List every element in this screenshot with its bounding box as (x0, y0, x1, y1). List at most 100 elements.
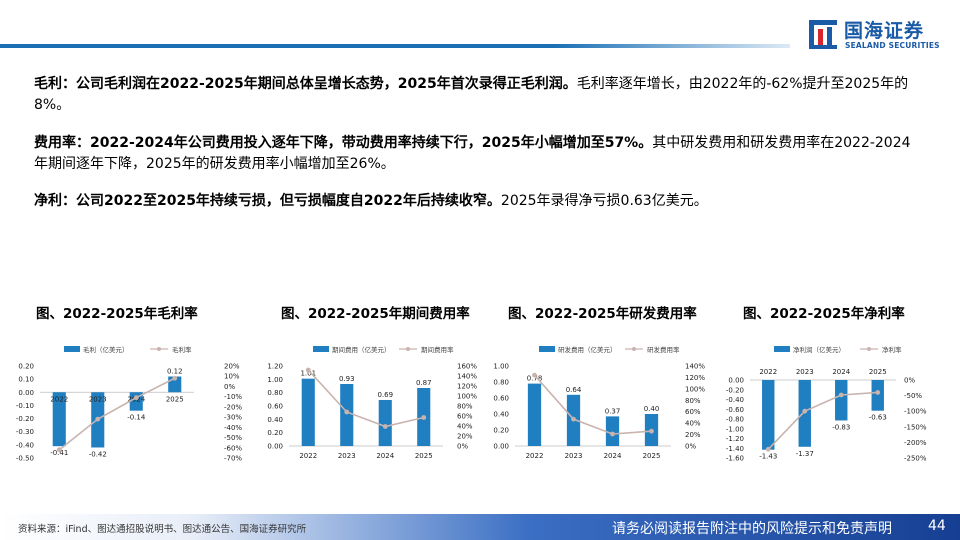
bar-data-label: 0.64 (566, 386, 582, 394)
ratio-line-point (172, 375, 178, 381)
ratio-line (533, 374, 652, 435)
legend-bar-label: 毛利（亿美元） (83, 345, 129, 354)
bar-data-label: 0.93 (339, 375, 355, 383)
x-axis-category-label: 2023 (338, 452, 356, 460)
left-axis-tick-label: -1.60 (726, 455, 744, 463)
bar (835, 380, 848, 421)
right-axis-tick-label: -100% (904, 408, 927, 416)
left-axis-tick-label: 0.00 (728, 377, 744, 385)
header-rule (0, 44, 790, 48)
x-axis-category-label: 2022 (50, 395, 68, 403)
bar-data-label: -1.37 (796, 450, 814, 458)
ratio-line-point (382, 424, 388, 429)
right-axis-tick-label: 100% (457, 393, 477, 401)
right-axis-tick-label: -10% (224, 393, 242, 401)
paragraph-gross-profit-lead: 毛利：公司毛利润在2022-2025年期间总体呈增长态势，2025年首次录得正毛… (34, 76, 577, 92)
left-axis-tick-label: -1.00 (726, 425, 744, 433)
bar-data-label: 0.78 (527, 375, 543, 383)
bar (527, 383, 542, 446)
left-axis-tick-label: 0.80 (493, 379, 509, 387)
left-axis-tick-label: 0.20 (18, 363, 34, 371)
right-axis-tick-label: 20% (224, 363, 240, 371)
bar (762, 380, 775, 450)
x-axis-category-label: 2025 (869, 368, 887, 376)
bar-data-label: -1.43 (759, 453, 777, 461)
paragraph-expense-ratio: 费用率：2022-2024年公司费用投入逐年下降，带动费用率持续下行，2025年… (34, 133, 914, 175)
bar-data-label: -0.14 (127, 414, 146, 422)
x-axis-category-label: 2022 (526, 452, 544, 460)
left-axis-tick-label: -0.60 (726, 406, 744, 414)
chart-net-margin: 净利润（亿美元） 净利率 0.00 -0.20 -0.40 -0.60 -0.80 -1.00… (710, 338, 950, 464)
legend-bar-label: 期间费用（亿美元） (332, 345, 391, 354)
left-axis-tick-label: -0.80 (726, 416, 744, 424)
left-axis-tick-label: 0.00 (267, 443, 283, 451)
chart-expense-ratio: 期间费用（亿美元） 期间费用率 1.20 1.00 0.80 0.60 0.40 0.20 0.… (251, 338, 479, 464)
right-axis-tick-label: 0% (904, 377, 915, 385)
data-source: 资料来源：iFind、图达通招股说明书、图达通公告、国海证券研究所 (18, 524, 307, 535)
x-axis-category-label: 2023 (796, 368, 814, 376)
right-axis-tick-label: -20% (224, 403, 242, 411)
ratio-line-point (133, 395, 139, 401)
right-axis-tick-label: -70% (224, 455, 242, 463)
chart-gross-margin: 毛利（亿美元） 毛利率 0.20 0.10 0.00 -0.10 -0.20 -0.30 -0.… (4, 338, 248, 464)
right-axis-tick-label: 40% (685, 420, 701, 428)
left-axis-tick-label: 1.20 (267, 363, 283, 371)
header: 国海证券 SEALAND SECURITIES (0, 0, 960, 60)
right-axis-tick-label: -60% (224, 444, 242, 452)
left-axis-tick-label: 1.00 (493, 363, 509, 371)
left-axis-tick-label: 0.80 (267, 389, 283, 397)
x-axis-category-label: 2025 (166, 395, 184, 403)
right-axis-tick-label: 60% (457, 413, 473, 421)
right-axis-tick-label: 20% (685, 431, 701, 439)
legend-bar-swatch (64, 346, 80, 352)
x-axis-category-label: 2024 (376, 452, 394, 460)
legend-line-label: 净利率 (882, 345, 902, 354)
left-axis-tick-label: 1.00 (267, 376, 283, 384)
bar-data-label: -0.63 (869, 414, 887, 422)
right-axis-tick-label: 160% (457, 363, 477, 371)
left-axis-tick-label: 0.20 (493, 427, 509, 435)
ratio-line-point (802, 408, 808, 414)
bar (605, 416, 620, 446)
left-axis-tick-label: -1.40 (726, 445, 744, 453)
ratio-line-point (571, 416, 576, 422)
right-axis-tick-label: -50% (904, 392, 922, 400)
x-axis-category-label: 2024 (832, 368, 850, 376)
x-axis-category-label: 2023 (89, 395, 107, 403)
bar (301, 378, 315, 446)
x-axis-category-label: 2022 (759, 368, 777, 376)
right-axis-tick-label: 80% (685, 397, 701, 405)
legend-line-label: 期间费用率 (421, 345, 454, 354)
sealand-logo-icon (809, 20, 837, 49)
page-number: 44 (928, 518, 946, 534)
right-axis-tick-label: 100% (685, 385, 705, 393)
left-axis-tick-label: -0.20 (16, 415, 34, 423)
bar (378, 400, 392, 446)
legend-line-label: 毛利率 (172, 345, 192, 354)
logo-chinese-name: 国海证券 (844, 20, 925, 42)
legend-bar-swatch (539, 346, 555, 352)
legend-line-marker (157, 347, 161, 351)
x-axis-category-label: 2023 (565, 452, 583, 460)
right-axis-tick-label: 120% (457, 383, 477, 391)
left-axis-tick-label: -0.40 (16, 441, 34, 449)
left-axis-tick-label: -0.30 (16, 428, 34, 436)
legend-line-marker (632, 347, 636, 351)
chart-title-rd-ratio: 图、2022-2025年研发费用率 (508, 306, 697, 322)
bar-data-label: 0.37 (605, 407, 621, 415)
left-axis-tick-label: -1.20 (726, 435, 744, 443)
bar-data-label: -0.83 (832, 423, 850, 431)
paragraph-net-profit: 净利：公司2022至2025年持续亏损，但亏损幅度自2022年后持续收窄。202… (34, 191, 914, 212)
left-axis-tick-label: 0.60 (267, 403, 283, 411)
ratio-line-point (421, 415, 427, 420)
left-axis-tick-label: 0.40 (493, 411, 509, 419)
paragraph-net-profit-body: 2025年录得净亏损0.63亿美元。 (500, 193, 708, 209)
left-axis-tick-label: 0.00 (18, 389, 34, 397)
right-axis-tick-label: 0% (224, 383, 235, 391)
paragraph-net-profit-lead: 净利：公司2022至2025年持续亏损，但亏损幅度自2022年后持续收窄。 (34, 193, 501, 209)
chart-title-gross-margin: 图、2022-2025年毛利率 (36, 306, 198, 322)
company-logo: 国海证券 SEALAND SECURITIES (808, 16, 948, 56)
footer-bar (0, 514, 960, 540)
bar (52, 392, 66, 447)
x-axis-category-label: 2024 (604, 452, 622, 460)
